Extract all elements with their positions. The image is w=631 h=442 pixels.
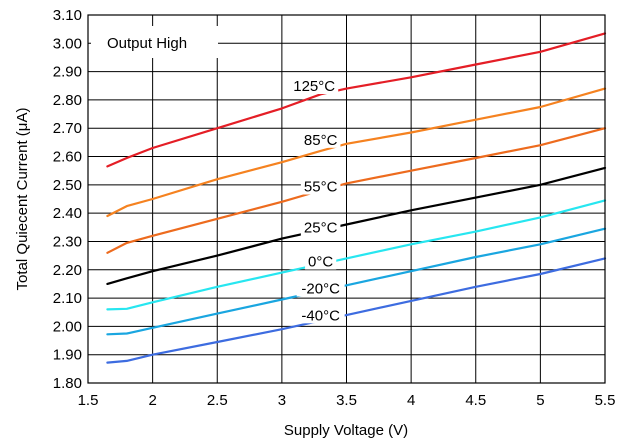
tick-labels: 1.5 2 2.5 3 3.5 4 4.5 5 5.5 1.80 1.90 2.00 2.10 2.20 2… [53, 7, 616, 409]
series-line [106, 87, 607, 218]
y-tick-label: 2.00 [53, 318, 82, 335]
x-axis-title: Supply Voltage (V) [284, 422, 408, 439]
y-tick-label: 3.10 [53, 7, 82, 24]
annotation-background [91, 26, 218, 58]
series-label: 125°C [293, 78, 335, 95]
series-label-background [300, 218, 341, 236]
x-tick-label: 5 [536, 392, 544, 409]
series-label: 25°C [304, 220, 338, 237]
series-label: 55°C [304, 179, 338, 196]
y-axis-title: Total Quiecent Current (μA) [14, 108, 31, 291]
series-label-background [300, 130, 341, 148]
series-label-background [305, 252, 337, 270]
series-label: 0°C [308, 254, 333, 271]
y-tick-label: 2.90 [53, 64, 82, 81]
plot-frame [87, 14, 606, 384]
y-tick-label: 2.60 [53, 149, 82, 166]
y-tick-label: 1.90 [53, 347, 82, 364]
y-tick-label: 2.20 [53, 262, 82, 279]
y-tick-label: 2.50 [53, 177, 82, 194]
series-label-background [296, 306, 345, 324]
y-tick-label: 2.40 [53, 205, 82, 222]
y-tick-label: 2.70 [53, 120, 82, 137]
series-label: 85°C [304, 132, 338, 149]
y-tick-label: 3.00 [53, 35, 82, 52]
series-label: -20°C [301, 280, 340, 297]
output-high-annotation: Output High [91, 26, 218, 58]
annotation-text: Output High [107, 35, 187, 52]
series-labels: 125°C 85°C 55°C 25°C 0°C -20°C -40°C [290, 77, 345, 324]
x-tick-label: 3 [278, 392, 286, 409]
series-label-background [300, 177, 341, 195]
series-label: -40°C [301, 307, 340, 324]
x-tick-label: 1.5 [78, 392, 99, 409]
grid-lines [88, 15, 605, 383]
y-tick-label: 2.80 [53, 92, 82, 109]
series-label-background [290, 77, 339, 95]
series-label-background [296, 279, 345, 297]
series-line [106, 32, 607, 168]
x-tick-label: 5.5 [595, 392, 616, 409]
x-tick-label: 4 [407, 392, 415, 409]
y-tick-label: 1.80 [53, 375, 82, 392]
y-tick-label: 2.10 [53, 290, 82, 307]
x-tick-label: 2.5 [207, 392, 228, 409]
x-tick-label: 2 [148, 392, 156, 409]
x-tick-label: 3.5 [336, 392, 357, 409]
y-tick-label: 2.30 [53, 233, 82, 250]
x-tick-label: 4.5 [465, 392, 486, 409]
